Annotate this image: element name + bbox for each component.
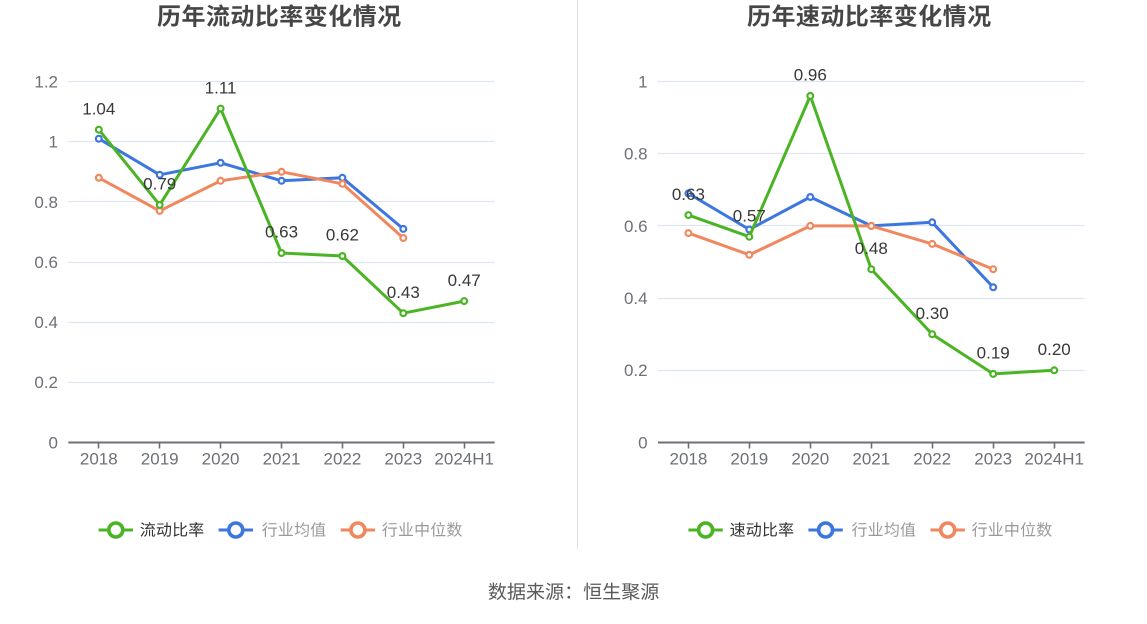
svg-text:0.2: 0.2 <box>34 373 58 392</box>
svg-text:0.19: 0.19 <box>977 344 1010 363</box>
svg-text:0.79: 0.79 <box>143 175 176 194</box>
svg-text:0.48: 0.48 <box>855 239 888 258</box>
svg-text:1.04: 1.04 <box>82 99 115 118</box>
svg-text:0.43: 0.43 <box>387 283 420 302</box>
svg-text:0.8: 0.8 <box>624 145 648 164</box>
svg-text:2022: 2022 <box>323 450 361 469</box>
svg-text:0.47: 0.47 <box>448 271 481 290</box>
svg-text:0.63: 0.63 <box>672 185 705 204</box>
svg-text:1.11: 1.11 <box>205 78 237 97</box>
svg-text:2021: 2021 <box>852 450 890 469</box>
svg-text:2022: 2022 <box>913 450 951 469</box>
svg-text:0.20: 0.20 <box>1038 340 1071 359</box>
svg-text:0.62: 0.62 <box>326 226 359 245</box>
svg-text:0.96: 0.96 <box>794 66 827 85</box>
svg-text:2021: 2021 <box>263 450 301 469</box>
svg-text:0.57: 0.57 <box>733 206 766 225</box>
svg-text:2024H1: 2024H1 <box>434 450 494 469</box>
svg-text:0.4: 0.4 <box>34 313 58 332</box>
svg-text:2018: 2018 <box>669 450 707 469</box>
svg-text:1: 1 <box>49 133 58 152</box>
svg-text:1: 1 <box>638 72 647 91</box>
svg-text:0.4: 0.4 <box>624 289 648 308</box>
svg-text:2019: 2019 <box>730 450 768 469</box>
svg-text:2023: 2023 <box>384 450 422 469</box>
svg-text:0: 0 <box>638 433 647 452</box>
svg-text:2018: 2018 <box>80 450 118 469</box>
svg-text:0.2: 0.2 <box>624 361 648 380</box>
svg-text:2024H1: 2024H1 <box>1024 450 1084 469</box>
svg-text:0.63: 0.63 <box>265 223 298 242</box>
svg-text:2020: 2020 <box>791 450 829 469</box>
svg-text:2020: 2020 <box>202 450 240 469</box>
svg-text:0.30: 0.30 <box>916 304 949 323</box>
svg-text:2023: 2023 <box>974 450 1012 469</box>
svg-text:2019: 2019 <box>141 450 179 469</box>
svg-text:0.8: 0.8 <box>34 193 58 212</box>
svg-text:0.6: 0.6 <box>624 217 648 236</box>
svg-text:1.2: 1.2 <box>34 72 58 91</box>
svg-text:0: 0 <box>49 433 58 452</box>
svg-text:0.6: 0.6 <box>34 253 58 272</box>
